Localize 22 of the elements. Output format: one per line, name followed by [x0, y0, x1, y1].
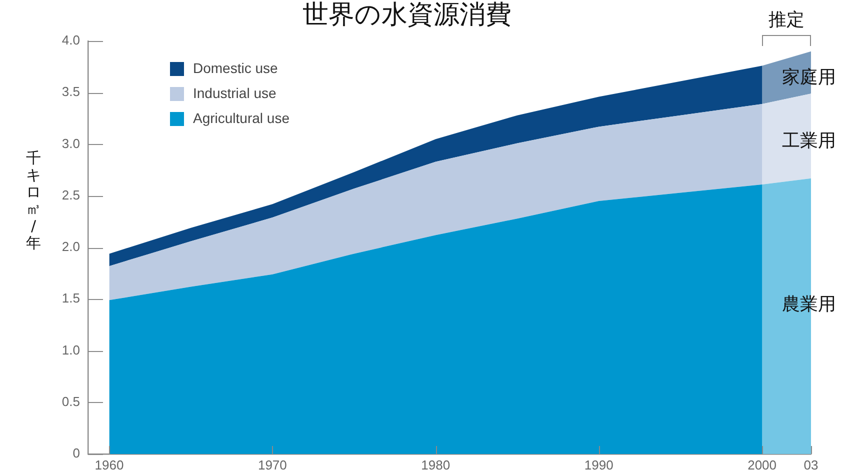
chart-title: 世界の水資源消費 — [302, 0, 512, 30]
legend-label: Industrial use — [193, 84, 276, 101]
y-tick-label: 3.0 — [62, 136, 80, 151]
x-tick-label: 03 — [804, 457, 818, 472]
y-tick-label: 3.5 — [62, 84, 80, 100]
legend-label: Agricultural use — [193, 110, 290, 126]
y-tick-label: 0.5 — [62, 394, 80, 409]
x-tick-label: 2000 — [748, 457, 776, 472]
y-tick-label: 2.5 — [62, 187, 80, 202]
y-axis-title: 千キロ㎥/年 — [25, 149, 42, 252]
annotation: 工業用 — [782, 130, 836, 152]
x-tick-label: 1990 — [584, 457, 614, 472]
x-tick-label: 1980 — [421, 457, 450, 472]
y-tick-label: 4.0 — [62, 32, 80, 48]
y-tick-label: 2.0 — [62, 239, 80, 254]
x-tick-label: 1960 — [94, 457, 124, 472]
x-tick-label: 1970 — [258, 457, 287, 472]
y-tick-label: 0 — [72, 446, 80, 461]
y-tick-label: 1.5 — [62, 290, 80, 306]
legend-label: Domestic use — [193, 60, 278, 76]
y-tick-label: 1.0 — [62, 342, 80, 358]
band-label: 推定 — [768, 10, 805, 31]
